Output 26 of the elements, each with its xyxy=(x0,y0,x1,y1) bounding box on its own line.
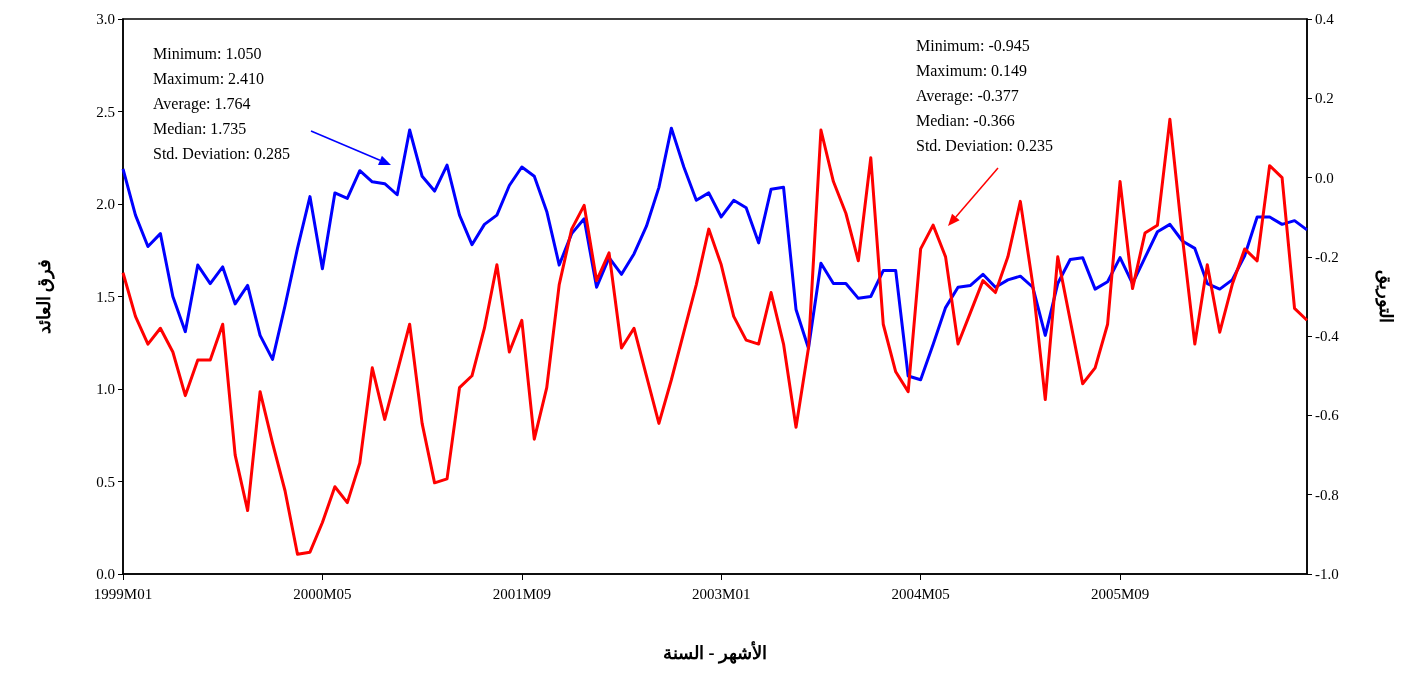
y-tick-label: 2.5 xyxy=(96,103,115,120)
x-tick-label: 1999M01 xyxy=(93,585,153,602)
y-tick-label: 0.0 xyxy=(96,566,115,582)
y-tick-label: 3.0 xyxy=(96,11,115,27)
y2-tick-label: 0.0 xyxy=(1315,169,1334,186)
y-tick-label: 1.0 xyxy=(96,381,115,397)
y-tick-label: 0.5 xyxy=(96,473,115,490)
y2-axis-title: التوريق xyxy=(1375,270,1396,323)
y-tick-label: 1.5 xyxy=(96,288,115,305)
x-tick-label: 2005M09 xyxy=(1090,585,1150,602)
y-axis-title: فرق العائد xyxy=(34,258,55,335)
x-tick-label: 2001M09 xyxy=(492,585,551,602)
y2-tick-label: -1.0 xyxy=(1315,566,1339,582)
y2-tick-label: -0.6 xyxy=(1315,407,1340,424)
y2-tick-label: -0.2 xyxy=(1315,248,1339,265)
annotation: Minimum: -0.945 Maximum: 0.149 Average: -0.377 Median: -0.366 Std. Deviation: 0.235 xyxy=(916,37,1053,154)
y2-tick-label: -0.8 xyxy=(1315,486,1339,503)
x-tick-label: 2003M01 xyxy=(692,585,751,602)
x-tick-label: 2000M05 xyxy=(293,585,352,602)
y2-tick-label: -0.4 xyxy=(1315,328,1340,345)
annotation: Minimum: 1.050 Maximum: 2.410 Average: 1.764 Median: 1.735 Std. Deviation: 0.285 xyxy=(153,45,290,162)
x-tick-label: 2004M05 xyxy=(891,585,950,602)
y-tick-label: 2.0 xyxy=(96,196,115,212)
y2-tick-label: 0.2 xyxy=(1315,90,1334,107)
x-axis-title: الأشهر - السنة xyxy=(663,641,767,664)
y2-tick-label: 0.4 xyxy=(1315,11,1335,27)
